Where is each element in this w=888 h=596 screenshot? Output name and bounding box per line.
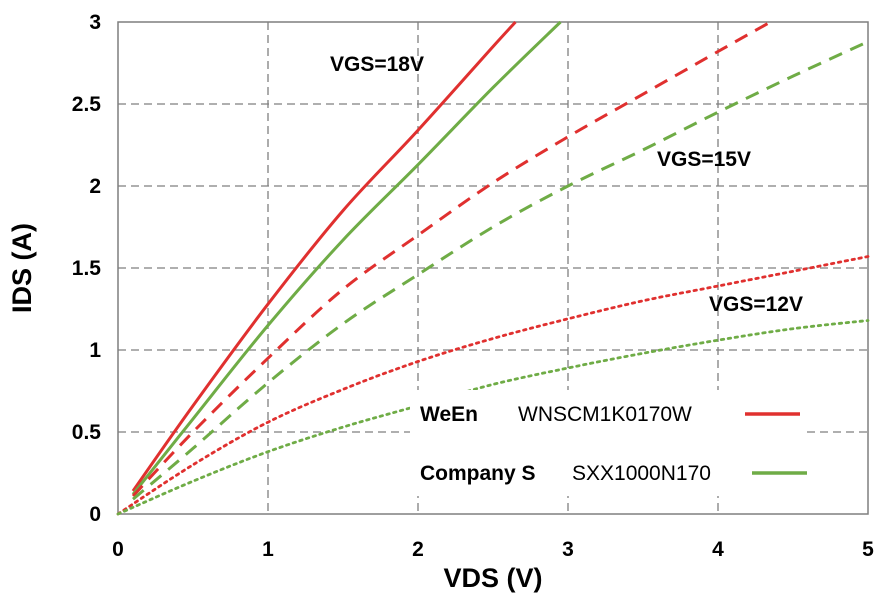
x-tick-label: 4 <box>712 538 724 561</box>
y-tick-label: 2.5 <box>72 93 102 116</box>
x-tick-labels: 0 1 2 3 4 5 <box>112 538 874 561</box>
legend-part-company-s: SXX1000N170 <box>572 462 711 485</box>
series-line-ween-vgs-15v <box>131 20 772 498</box>
y-axis-title: IDS (A) <box>7 223 37 313</box>
series-line-company-s-vgs-12v <box>116 319 870 516</box>
y-tick-label: 0.5 <box>72 421 102 444</box>
y-tick-label: 2 <box>89 175 101 198</box>
legend-brand-ween: WeEn <box>420 403 478 426</box>
legend-brand-company-s: Company S <box>420 462 536 485</box>
annotation-vgs15: VGS=15V <box>657 148 751 171</box>
y-tick-labels: 0 0.5 1 1.5 2 2.5 3 <box>72 11 102 526</box>
annotation-vgs12: VGS=12V <box>709 293 803 316</box>
y-tick-label: 3 <box>89 11 101 34</box>
series-line-ween-vgs-12v <box>116 255 870 516</box>
annotation-vgs18: VGS=18V <box>330 53 424 76</box>
series-line-ween-vgs-18v <box>131 20 517 492</box>
plot-frame <box>117 21 869 515</box>
y-tick-label: 0 <box>89 503 101 526</box>
legend-background <box>410 390 805 496</box>
series-line-company-s-vgs-18v <box>131 20 562 496</box>
series-layer <box>116 20 870 516</box>
x-tick-label: 2 <box>412 538 424 561</box>
x-tick-label: 0 <box>112 538 124 561</box>
x-tick-label: 3 <box>562 538 574 561</box>
y-tick-label: 1 <box>89 339 101 362</box>
x-tick-label: 5 <box>862 538 874 561</box>
y-tick-label: 1.5 <box>72 257 102 280</box>
legend: WeEn WNSCM1K0170W Company S SXX1000N170 <box>410 390 807 496</box>
x-axis-title: VDS (V) <box>443 563 542 593</box>
legend-part-ween: WNSCM1K0170W <box>518 403 692 426</box>
x-tick-label: 1 <box>262 538 274 561</box>
